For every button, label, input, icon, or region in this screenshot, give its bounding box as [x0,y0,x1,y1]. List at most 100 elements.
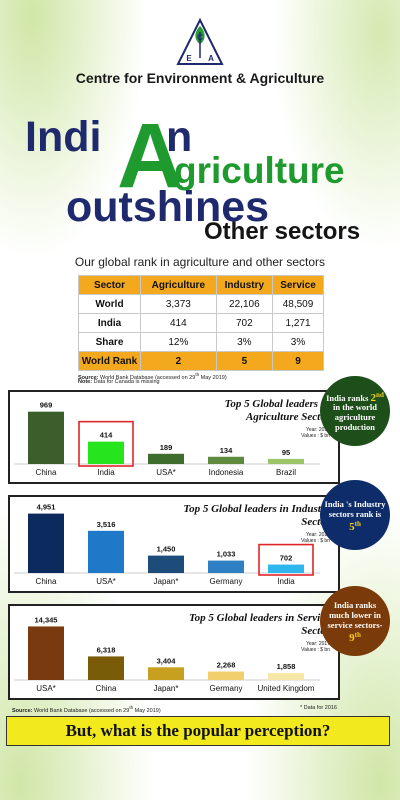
category-label: Brazil [276,468,296,477]
service-chart-panel: 14,345 USA* 6,318 China 3,404 Japan* 2,268 Germ… [8,604,340,700]
category-label: Germany [210,684,243,693]
highlight-box [78,420,134,467]
source-end: May 2019) [199,374,227,381]
popular-perception-banner: But, what is the popular perception? [6,716,390,746]
bar-japan- [148,555,184,573]
chart-year: Year: 2017 [305,532,330,538]
chart-title: Top 5 Global leaders in Industry Sector [183,503,330,528]
table-cell: 2 [140,351,217,371]
organization-name: Centre for Environment & Agriculture [75,70,325,86]
bar-indonesia [208,456,244,464]
category-label: India [277,577,295,586]
row-label: World [78,294,141,314]
value-label: 134 [220,446,233,455]
value-label: 3,516 [97,520,116,529]
row-label: Share [78,332,141,352]
bubble-rank-suffix: nd [376,390,384,399]
chart-title: Top 5 Global leaders in Service Sector [188,612,330,637]
category-label: Germany [210,577,243,586]
source-sup: th [129,705,134,710]
bubble-rank: 5 [349,520,355,533]
category-label: China [36,468,57,477]
bar-brazil [268,458,304,464]
category-label: United Kingdom [258,684,315,693]
industry-chart-panel: 4,951 China 3,516 USA* 1,450 Japan* 1,033 Germa… [8,495,340,593]
table-cell: 5 [215,351,274,371]
table-cell: 3,373 [140,294,217,314]
table-row: Share 12% 3% 3% [78,332,324,352]
source-label: Source: [12,707,33,714]
footer-data-note: * Data for 2016 [300,705,337,711]
note-label: Note: [78,379,93,385]
bar-usa- [88,530,124,573]
rank-table-title: Our global rank in agriculture and other… [74,255,326,269]
table-cell: 12% [140,332,217,352]
table-cell: 22,106 [215,294,274,314]
headline-big-a: A [117,105,184,207]
category-label: Japan* [154,577,179,586]
value-label: 2,268 [217,661,236,670]
chart-unit: Values : $ bn [301,647,330,653]
bubble-text: India ranks much lower in service sector… [327,599,383,630]
table-cell: 3% [215,332,274,352]
row-label: World Rank [78,351,141,371]
bar-china [28,411,64,464]
value-label: 1,033 [217,550,236,559]
value-label: 3,404 [157,656,177,665]
agriculture-chart-panel: 969 China 414 India 189 USA* 134 Indonesia 95 Bra… [8,390,340,484]
footer-source: Source: World Bank Database (accessed on… [12,705,161,714]
bar-india [268,564,304,573]
bar-japan- [148,667,184,680]
service-chart: 14,345 USA* 6,318 China 3,404 Japan* 2,268 Germ… [14,615,320,693]
value-label: 414 [100,431,113,440]
headline-word-griculture: griculture [174,150,345,191]
agriculture-rank-bubble: India ranks 2nd in the world agriculture… [320,376,390,446]
table-cell: 414 [140,313,217,333]
chart-year: Year: 2017 [305,641,330,647]
bubble-rank-suffix: th [354,519,361,528]
table-note: Note: Data for Canada is missing [78,379,160,385]
category-label: Indonesia [209,468,244,477]
chart-unit: Values : $ bn [301,433,330,439]
table-cell: 3% [272,332,324,352]
table-row: India 414 702 1,271 [78,313,324,333]
value-label: 14,345 [35,615,58,624]
bubble-text: India 's Industry sectors rank is [324,498,386,519]
headline-word-indi: Indi [25,113,102,161]
bar-usa- [148,453,184,464]
chart-unit: Values : $ bn [301,538,330,544]
table-cell: 9 [272,351,324,371]
source-sup: th [195,372,200,377]
bubble-rank: 2 [370,391,377,404]
source-label: Source: [78,374,99,381]
chart-title: Top 5 Global leaders in Agriculture Sect… [224,398,330,423]
cea-logo: C E A [176,18,224,65]
headline-other-sectors: Other sectors [204,218,361,245]
value-label: 1,858 [277,662,296,671]
header-cell: Service [272,275,324,295]
logo-letter-a: A [208,54,214,63]
table-cell: 48,509 [272,294,324,314]
agriculture-chart: 969 China 414 India 189 USA* 134 Indonesia 95 Bra… [14,401,320,477]
table-row: World 3,373 22,106 48,509 [78,294,324,314]
logo-letter-c: C [197,33,203,42]
rank-table-header-row: Sector Agriculture Industry Service [78,275,324,295]
bar-china [28,513,64,573]
value-label: 95 [282,448,290,457]
bubble-rank-suffix: th [354,630,361,639]
industry-chart: 4,951 China 3,516 USA* 1,450 Japan* 1,033 Germa… [14,503,320,586]
headline-word-outshines: outshines [66,183,270,231]
table-source: Source: World Bank Database (accessed on… [78,372,227,381]
source-text: World Bank Database (accessed on 29 [32,707,130,714]
bar-united-kingdom [268,673,304,680]
category-label: USA* [36,684,56,693]
header-cell: Agriculture [140,275,217,295]
category-label: China [36,577,57,586]
world-rank-row: World Rank 2 5 9 [78,351,324,371]
value-label: 1,450 [157,545,176,554]
category-label: USA* [156,468,176,477]
note-text: Data for Canada is missing [92,379,160,385]
source-end: May 2019) [133,707,161,714]
category-label: Japan* [154,684,179,693]
